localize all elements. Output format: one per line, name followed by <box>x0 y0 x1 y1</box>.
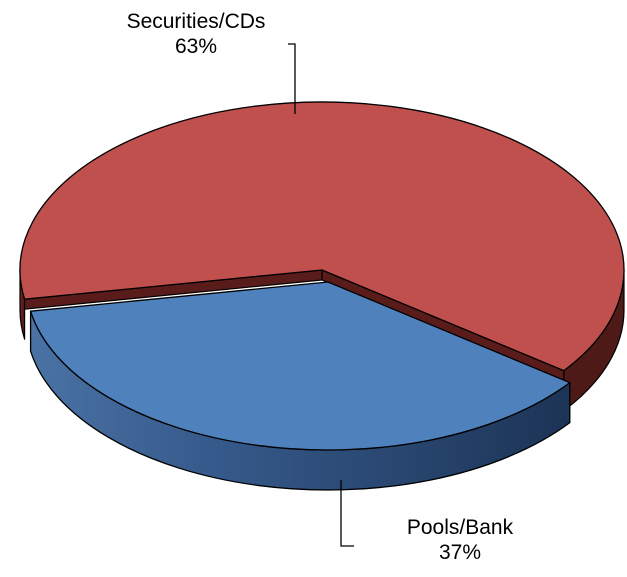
label-securities-cds: Securities/CDs 63% <box>127 10 266 58</box>
slice-pools-bank <box>29 281 571 451</box>
leader-line-securities-cds <box>288 43 296 114</box>
label-pools-bank: Pools/Bank 37% <box>407 516 514 564</box>
leader-line-pools-bank <box>340 480 354 547</box>
slice-securities-cds <box>19 101 625 372</box>
